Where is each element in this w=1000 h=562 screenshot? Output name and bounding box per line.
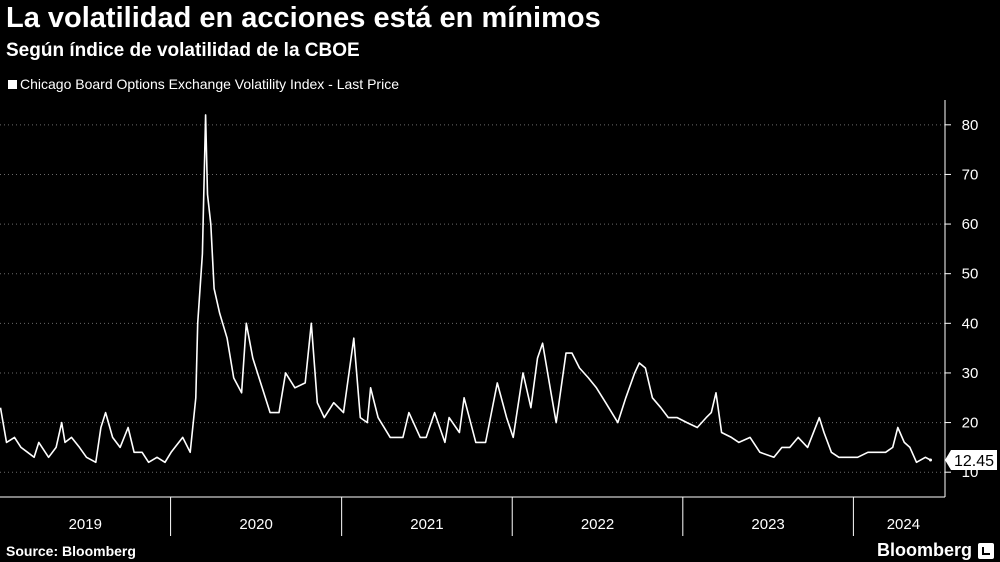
y-tick-label-20: 20 xyxy=(962,415,979,432)
last-value-label: 12.45 xyxy=(954,453,994,470)
y-tick-label-40: 40 xyxy=(962,315,979,332)
bloomberg-logo: Bloomberg xyxy=(876,540,972,560)
legend-entry: Chicago Board Options Exchange Volatilit… xyxy=(20,76,399,92)
legend: Chicago Board Options Exchange Volatilit… xyxy=(8,76,399,92)
source-note: Source: Bloomberg xyxy=(6,543,136,559)
last-point-marker xyxy=(929,458,933,462)
x-tick-label-2020: 2020 xyxy=(239,516,272,533)
series-line-0 xyxy=(0,114,931,464)
y-tick-label-60: 60 xyxy=(962,216,979,233)
legend-swatch xyxy=(8,79,17,89)
last-value-callout xyxy=(945,450,997,471)
chart-subtitle: Según índice de volatilidad de la CBOE xyxy=(6,40,360,61)
y-tick-label-50: 50 xyxy=(962,266,979,283)
chart-title: La volatilidad en acciones está en mínim… xyxy=(6,2,601,34)
x-tick-label-2024: 2024 xyxy=(887,516,920,533)
y-tick-label-30: 30 xyxy=(962,365,979,382)
y-tick-label-80: 80 xyxy=(962,117,979,134)
x-tick-label-2021: 2021 xyxy=(410,516,443,533)
x-tick-label-2022: 2022 xyxy=(581,516,614,533)
y-tick-label-70: 70 xyxy=(962,166,979,183)
bloomberg-chart-icon xyxy=(978,543,994,559)
x-tick-label-2019: 2019 xyxy=(69,516,102,533)
x-tick-label-2023: 2023 xyxy=(751,516,784,533)
